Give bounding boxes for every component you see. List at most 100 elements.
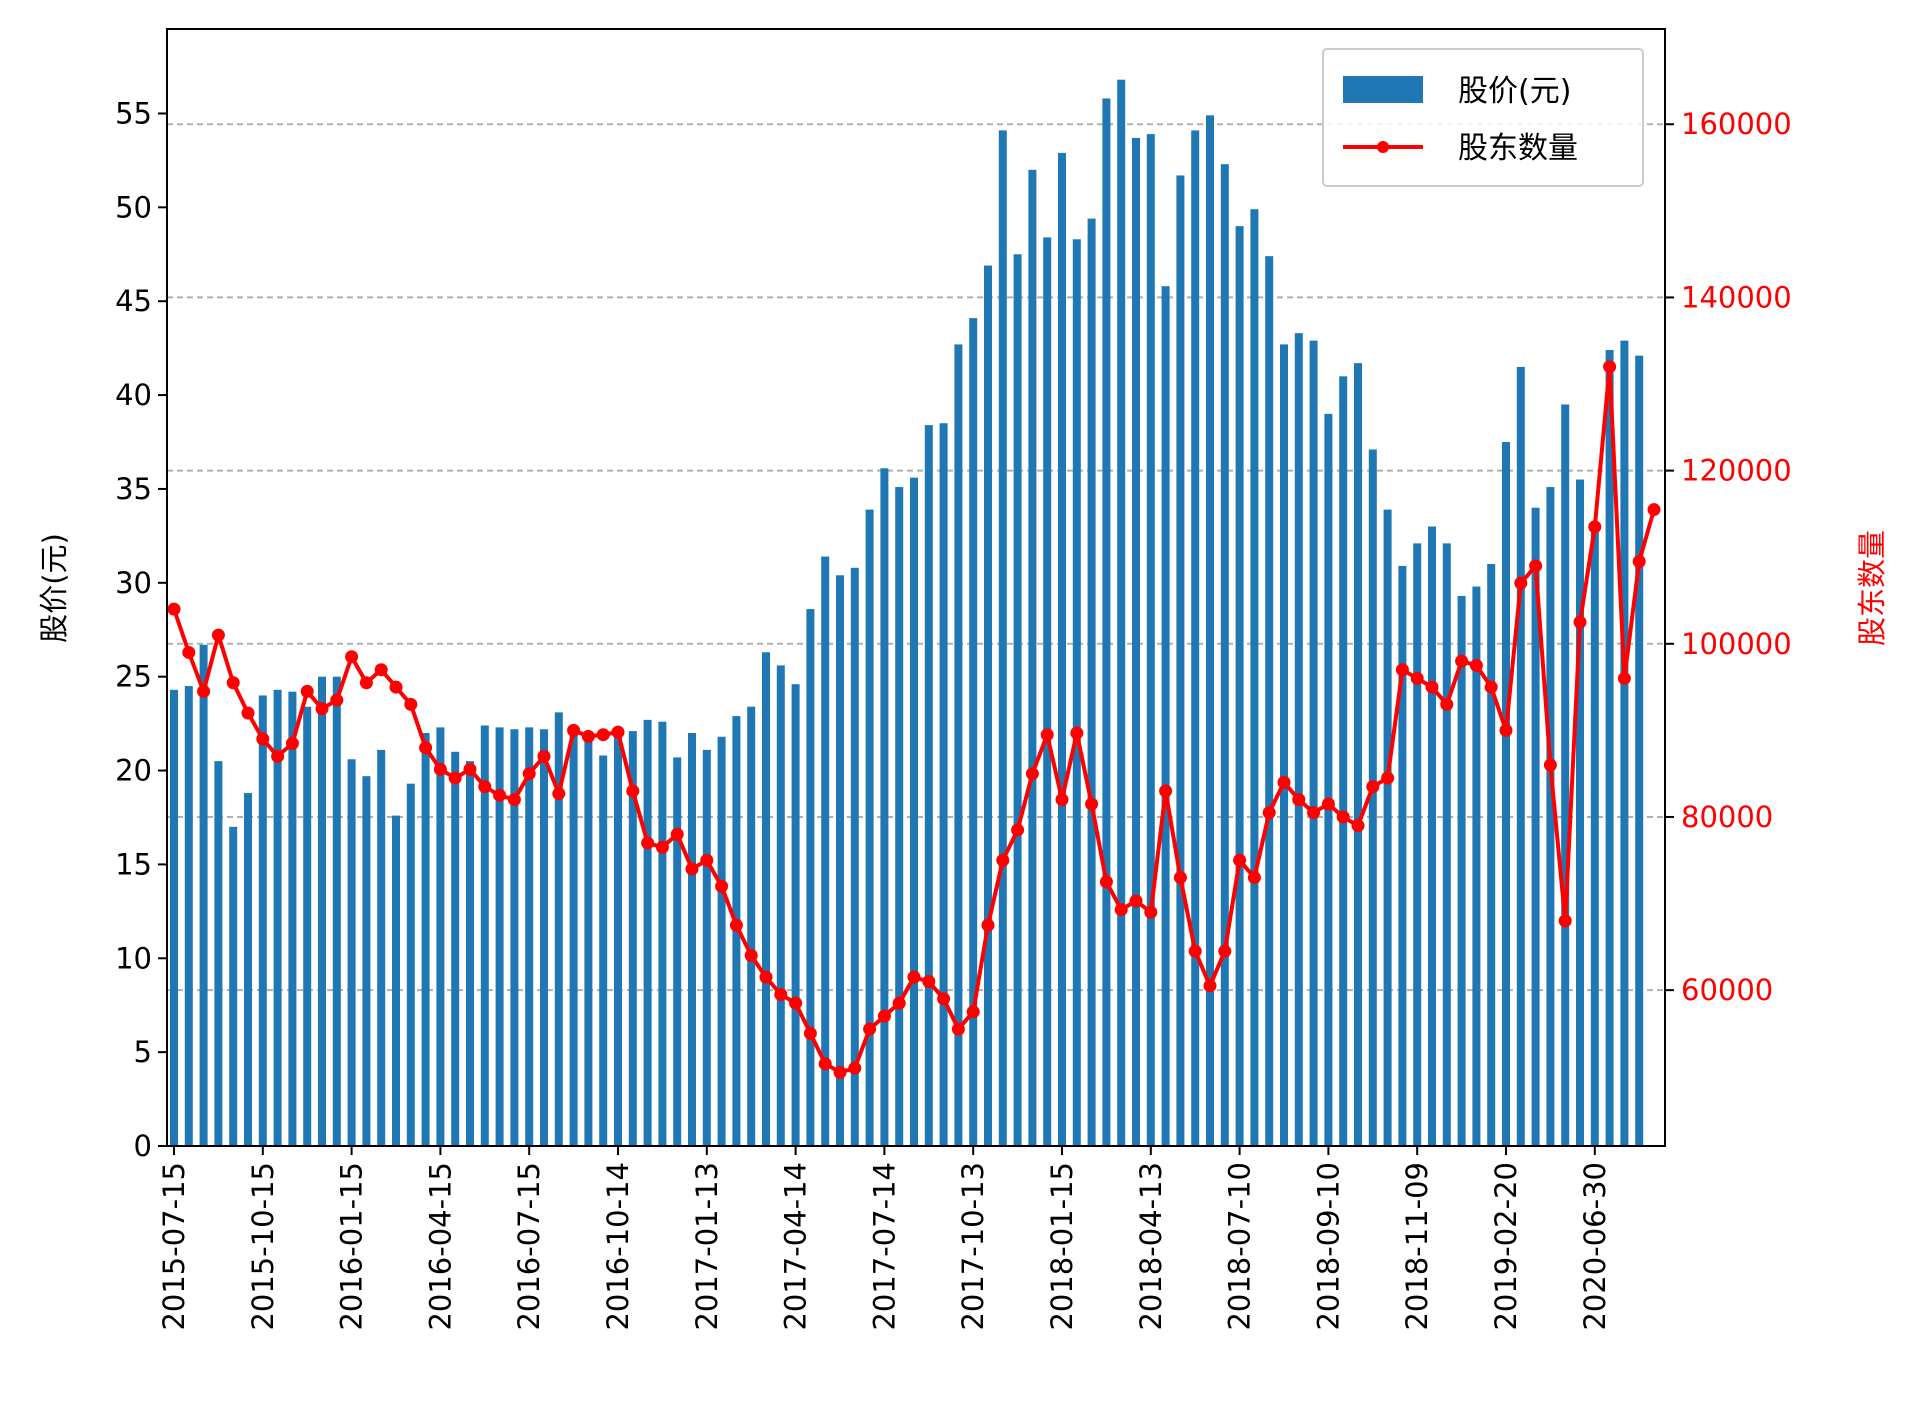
left-tick-label-4: 20 xyxy=(115,754,152,788)
price-bar-83 xyxy=(1398,565,1407,1146)
price-bar-56 xyxy=(998,130,1007,1147)
holder-point-51 xyxy=(922,974,936,988)
left-tick-label-8: 40 xyxy=(115,378,152,412)
holder-point-90 xyxy=(1499,723,1513,737)
left-tick-label-5: 25 xyxy=(115,660,152,694)
holder-point-84 xyxy=(1410,671,1424,685)
holder-point-36 xyxy=(700,853,714,867)
x-tick-label-9: 2017-10-13 xyxy=(956,1162,990,1331)
price-bar-62 xyxy=(1087,218,1096,1146)
price-bar-26 xyxy=(554,712,563,1146)
holder-point-69 xyxy=(1188,944,1202,958)
holder-point-62 xyxy=(1085,797,1099,811)
holder-point-46 xyxy=(848,1061,862,1075)
holder-point-38 xyxy=(729,918,743,932)
price-bar-32 xyxy=(643,719,652,1146)
left-tick-label-6: 30 xyxy=(115,566,152,600)
right-tick-label-1: 80000 xyxy=(1681,800,1773,834)
holder-point-35 xyxy=(685,862,699,876)
x-tick-label-0: 2015-07-15 xyxy=(157,1162,191,1331)
x-tick-label-6: 2017-01-13 xyxy=(690,1162,724,1331)
price-bar-74 xyxy=(1265,256,1274,1146)
holder-point-44 xyxy=(818,1057,832,1071)
price-bar-60 xyxy=(1058,152,1066,1146)
price-bar-41 xyxy=(776,665,785,1146)
holder-point-61 xyxy=(1070,726,1084,740)
price-bar-14 xyxy=(377,749,386,1146)
price-bar-21 xyxy=(480,725,489,1146)
plot-frame xyxy=(166,28,1666,1147)
price-bar-98 xyxy=(1620,340,1629,1146)
price-bar-1 xyxy=(184,686,193,1146)
price-bar-55 xyxy=(984,265,992,1147)
holder-point-2 xyxy=(197,684,211,698)
holder-point-65 xyxy=(1129,894,1143,908)
price-bar-59 xyxy=(1043,237,1052,1146)
holder-point-29 xyxy=(596,728,610,742)
left-tick-label-7: 35 xyxy=(115,472,152,506)
x-tick-label-16: 2020-06-30 xyxy=(1578,1162,1612,1331)
price-bar-10 xyxy=(318,676,326,1146)
holder-point-52 xyxy=(937,992,951,1006)
x-tick-label-1: 2015-10-15 xyxy=(246,1162,280,1331)
holder-point-39 xyxy=(744,949,758,963)
price-bar-43 xyxy=(806,609,815,1146)
holder-point-87 xyxy=(1455,654,1469,668)
holder-point-30 xyxy=(611,725,625,739)
price-bar-34 xyxy=(673,757,682,1146)
price-bars xyxy=(170,79,1644,1147)
holder-point-17 xyxy=(419,741,433,755)
price-bar-94 xyxy=(1561,404,1570,1147)
holder-point-48 xyxy=(877,1009,891,1023)
left-tick-label-3: 15 xyxy=(115,847,152,881)
legend-line-marker xyxy=(1377,141,1389,153)
price-bar-51 xyxy=(924,425,933,1146)
holder-point-1 xyxy=(182,645,196,659)
left-tick-label-11: 55 xyxy=(115,96,152,130)
holder-point-100 xyxy=(1647,503,1661,517)
price-bar-36 xyxy=(702,749,711,1146)
holder-point-64 xyxy=(1114,903,1128,917)
holder-point-45 xyxy=(833,1065,847,1079)
holder-point-18 xyxy=(433,762,447,776)
price-bar-72 xyxy=(1235,226,1244,1146)
holder-point-70 xyxy=(1203,979,1217,993)
price-bar-49 xyxy=(895,487,904,1147)
holder-point-8 xyxy=(285,736,299,750)
holder-point-78 xyxy=(1321,797,1335,811)
holder-point-66 xyxy=(1144,905,1158,919)
price-bar-63 xyxy=(1102,98,1111,1147)
price-bar-70 xyxy=(1206,115,1214,1146)
right-tick-label-3: 120000 xyxy=(1681,454,1792,488)
x-tick-label-13: 2018-09-10 xyxy=(1311,1162,1345,1331)
holder-point-96 xyxy=(1588,520,1602,534)
right-tick-label-2: 100000 xyxy=(1681,627,1792,661)
legend-label-price: 股价(元) xyxy=(1458,74,1571,109)
price-bar-24 xyxy=(525,727,534,1146)
holder-point-9 xyxy=(300,684,314,698)
right-y-axis: 60000 80000 100000 120000 140000 160000 xyxy=(1665,107,1792,1007)
price-bar-29 xyxy=(599,755,608,1146)
holder-point-68 xyxy=(1173,871,1187,885)
holder-point-89 xyxy=(1484,680,1498,694)
holder-point-11 xyxy=(330,693,344,707)
x-axis: 2015-07-15 2015-10-15 2016-01-15 2016-04-15… xyxy=(157,1146,1612,1331)
price-bar-84 xyxy=(1413,543,1422,1146)
holder-point-57 xyxy=(1011,823,1025,837)
holder-point-26 xyxy=(552,787,566,801)
right-axis-title: 股东数量 xyxy=(1855,530,1889,646)
price-bar-93 xyxy=(1546,487,1555,1147)
left-tick-label-10: 50 xyxy=(115,190,152,224)
holder-point-72 xyxy=(1233,853,1247,867)
price-bar-65 xyxy=(1132,137,1140,1146)
x-tick-label-11: 2018-04-13 xyxy=(1134,1162,1168,1331)
holder-point-53 xyxy=(951,1022,965,1036)
price-bar-53 xyxy=(954,344,963,1146)
holder-point-56 xyxy=(996,853,1010,867)
legend: 股价(元) 股东数量 xyxy=(1322,48,1644,187)
price-bar-44 xyxy=(821,556,830,1146)
x-tick-label-2: 2016-01-15 xyxy=(335,1162,369,1331)
price-bar-7 xyxy=(273,689,282,1146)
